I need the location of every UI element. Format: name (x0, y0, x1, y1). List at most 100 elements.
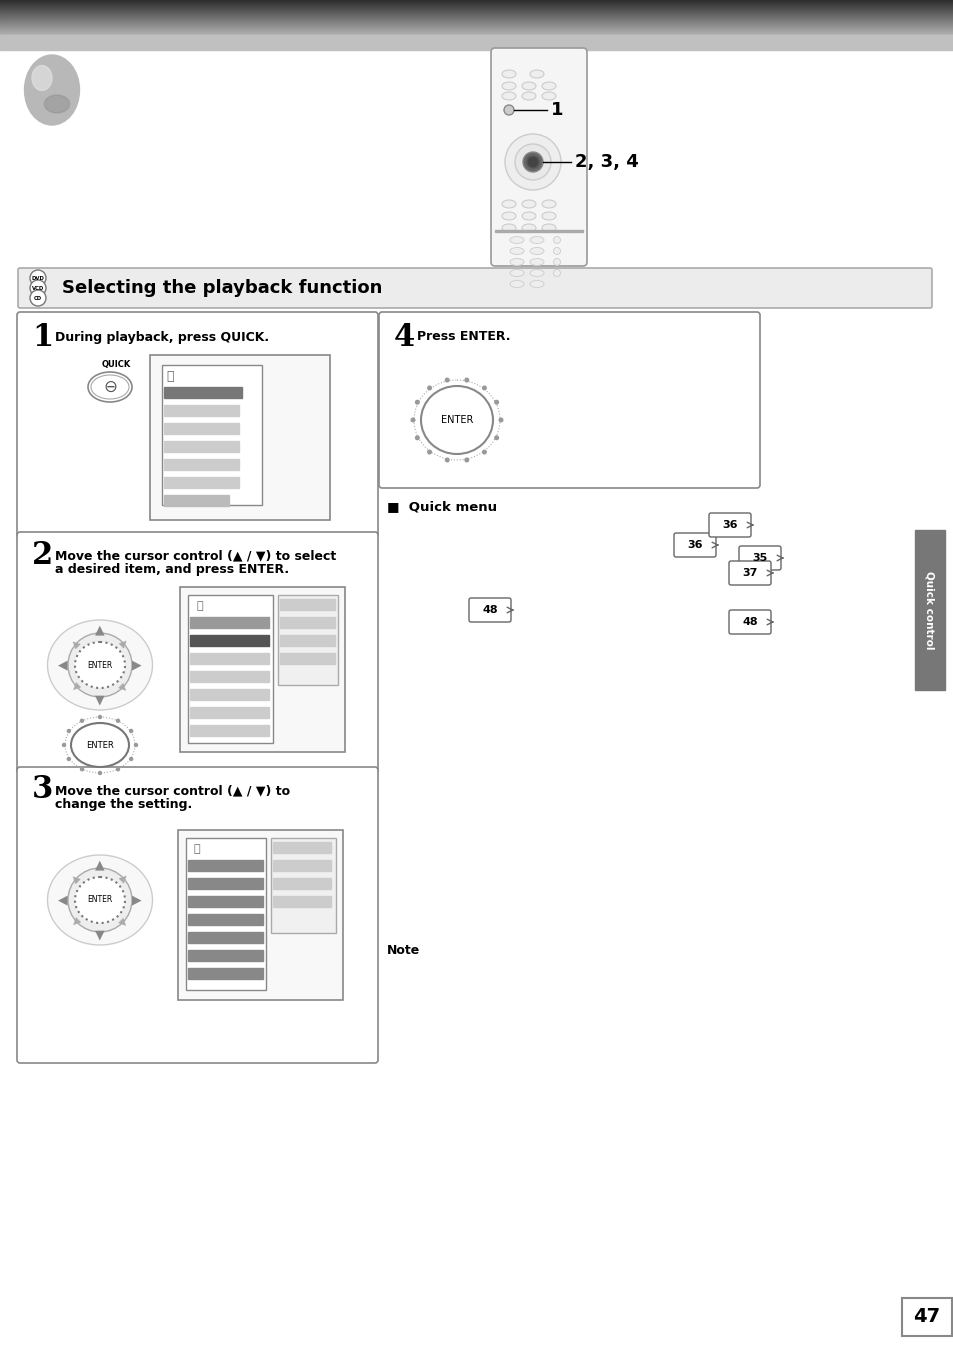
Text: ■  Quick menu: ■ Quick menu (387, 500, 497, 514)
Circle shape (30, 270, 46, 286)
Ellipse shape (88, 372, 132, 402)
Bar (150, 355, 330, 520)
Circle shape (553, 248, 560, 255)
Bar (164, 495, 229, 506)
Text: 2, 3, 4: 2, 3, 4 (575, 154, 639, 171)
Circle shape (116, 768, 119, 771)
Bar (914, 530, 944, 690)
Ellipse shape (530, 280, 543, 287)
Text: VCD: VCD (31, 286, 44, 291)
Circle shape (445, 379, 449, 381)
Circle shape (68, 634, 132, 697)
Text: 36: 36 (721, 520, 737, 530)
Ellipse shape (32, 66, 52, 90)
Text: During playback, press QUICK.: During playback, press QUICK. (55, 330, 269, 344)
Ellipse shape (541, 224, 556, 232)
Text: Selecting the playback function: Selecting the playback function (62, 279, 382, 297)
Text: a desired item, and press ENTER.: a desired item, and press ENTER. (55, 563, 289, 576)
Bar (190, 706, 269, 718)
Ellipse shape (501, 82, 516, 90)
Text: 3: 3 (32, 775, 53, 806)
Text: ▼: ▼ (70, 915, 82, 929)
Text: 47: 47 (912, 1308, 940, 1326)
Ellipse shape (541, 82, 556, 90)
Ellipse shape (45, 94, 70, 113)
Ellipse shape (510, 236, 523, 244)
FancyBboxPatch shape (739, 546, 781, 570)
Text: ENTER: ENTER (88, 661, 112, 670)
Text: change the setting.: change the setting. (55, 798, 193, 811)
Circle shape (504, 133, 560, 190)
Text: Move the cursor control (▲ / ▼) to: Move the cursor control (▲ / ▼) to (55, 785, 290, 797)
Bar (162, 365, 262, 506)
Circle shape (130, 729, 132, 732)
Circle shape (98, 771, 101, 775)
Text: ▼: ▼ (70, 681, 82, 693)
Text: 37: 37 (741, 568, 757, 578)
Ellipse shape (521, 82, 536, 90)
FancyBboxPatch shape (491, 49, 586, 266)
Ellipse shape (521, 212, 536, 220)
Bar (273, 896, 331, 907)
Text: ⊖: ⊖ (103, 377, 117, 396)
Bar (280, 635, 335, 646)
Circle shape (411, 418, 415, 422)
Text: DVD: DVD (31, 275, 45, 280)
Bar (164, 423, 239, 434)
Circle shape (416, 435, 418, 439)
Bar (190, 635, 269, 646)
FancyBboxPatch shape (17, 532, 377, 772)
Text: ▲: ▲ (95, 624, 105, 636)
Ellipse shape (510, 280, 523, 287)
Text: ▶: ▶ (132, 659, 142, 671)
Bar (188, 914, 263, 925)
Text: ENTER: ENTER (440, 415, 473, 425)
Text: ▼: ▼ (117, 915, 130, 929)
Bar (186, 838, 266, 989)
Circle shape (416, 400, 418, 404)
Ellipse shape (48, 620, 152, 710)
Circle shape (503, 105, 514, 115)
Bar (164, 477, 239, 488)
FancyBboxPatch shape (728, 611, 770, 634)
Text: ▼: ▼ (95, 929, 105, 941)
Text: ▲: ▲ (70, 636, 82, 650)
Circle shape (482, 450, 486, 454)
Bar (188, 594, 273, 743)
Bar (188, 896, 263, 907)
Text: 🔒: 🔒 (166, 371, 173, 383)
Bar (495, 231, 582, 232)
Bar (164, 441, 239, 452)
Text: 1: 1 (32, 322, 53, 352)
Circle shape (522, 152, 542, 173)
Bar (164, 387, 242, 398)
Bar (164, 460, 239, 470)
Ellipse shape (530, 236, 543, 244)
Bar (190, 725, 269, 736)
Circle shape (68, 868, 132, 931)
Circle shape (68, 758, 71, 760)
Ellipse shape (530, 70, 543, 78)
FancyBboxPatch shape (378, 311, 760, 488)
Circle shape (427, 386, 431, 390)
Ellipse shape (71, 723, 129, 767)
Ellipse shape (25, 55, 79, 125)
Circle shape (464, 458, 468, 462)
Text: 48: 48 (741, 617, 757, 627)
Ellipse shape (501, 70, 516, 78)
Text: ▲: ▲ (95, 859, 105, 872)
Bar (188, 860, 263, 871)
Circle shape (30, 280, 46, 297)
Circle shape (427, 450, 431, 454)
Text: ◀: ◀ (58, 659, 68, 671)
Text: 48: 48 (481, 605, 497, 615)
Text: ▲: ▲ (117, 872, 130, 884)
Circle shape (116, 720, 119, 723)
Bar (273, 878, 331, 888)
Ellipse shape (510, 270, 523, 276)
Ellipse shape (501, 224, 516, 232)
Circle shape (498, 418, 502, 422)
Text: CD: CD (34, 295, 42, 301)
Ellipse shape (75, 642, 125, 687)
Bar (190, 652, 269, 665)
